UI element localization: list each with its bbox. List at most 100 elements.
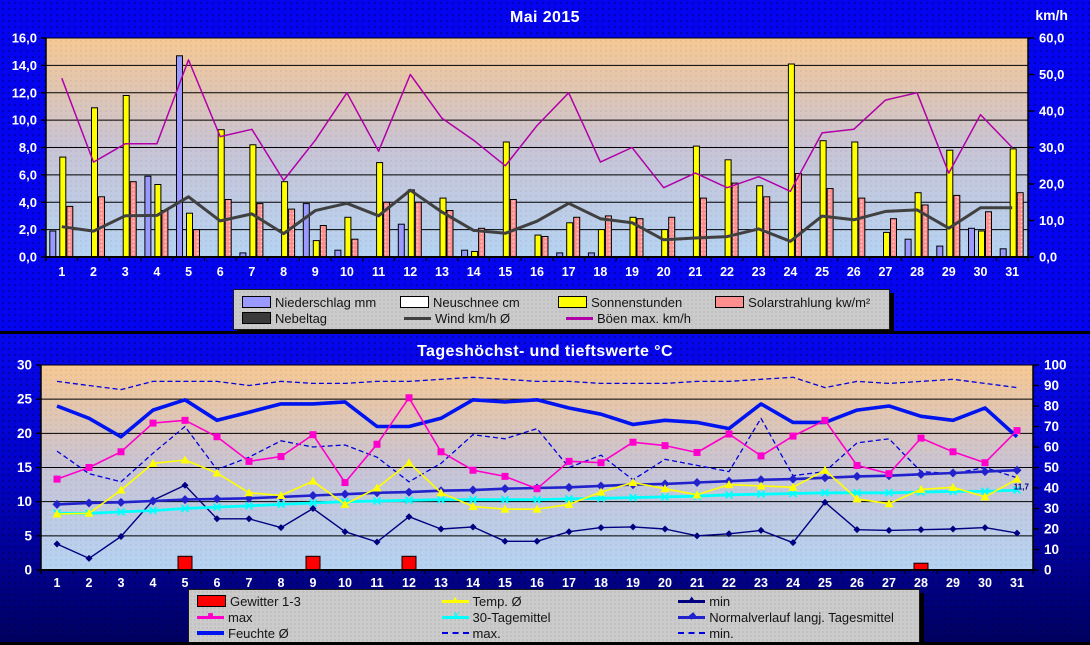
svg-text:4: 4: [153, 265, 160, 279]
svg-text:2,0: 2,0: [19, 222, 37, 237]
svg-text:30: 30: [978, 576, 992, 590]
legend-swatch-line: [404, 316, 431, 320]
svg-text:20,0: 20,0: [1039, 177, 1064, 192]
x-marker-icon: ✕: [450, 610, 460, 622]
svg-text:0,0: 0,0: [19, 250, 37, 265]
legend-item: ▲ Temp. Ø: [441, 594, 679, 609]
legend-item: min.: [678, 626, 911, 641]
legend-label: Solarstrahlung kw/m²: [748, 294, 871, 310]
legend-item: max.: [441, 626, 679, 641]
svg-text:5: 5: [182, 576, 189, 590]
legend-label: Nebeltag: [275, 310, 328, 326]
svg-text:3: 3: [118, 576, 125, 590]
svg-text:17: 17: [562, 265, 576, 279]
monthly-weather-panel: 16,0 14,0 12,0 10,0 8,0 6,0 4,0 2,0 0,0 60,0 50,0 4…: [0, 0, 1090, 331]
legend-swatch-line-marker: ♦: [678, 595, 706, 605]
svg-text:15: 15: [498, 576, 512, 590]
svg-text:10: 10: [338, 576, 352, 590]
svg-text:40: 40: [1044, 481, 1059, 496]
svg-text:25: 25: [17, 392, 33, 407]
svg-text:1: 1: [54, 576, 61, 590]
legend-label: Feuchte Ø: [228, 625, 289, 641]
svg-text:21: 21: [690, 576, 704, 590]
legend-swatch-thick-line: [197, 631, 224, 635]
top-chart-title: Mai 2015: [510, 9, 580, 26]
svg-text:10: 10: [1044, 542, 1059, 557]
svg-text:5: 5: [185, 265, 192, 279]
legend-item: ◆ Normalverlauf langj. Tagesmittel: [678, 610, 911, 625]
svg-text:19: 19: [625, 265, 639, 279]
svg-text:1: 1: [58, 265, 65, 279]
svg-text:8,0: 8,0: [19, 140, 37, 155]
svg-text:0,0: 0,0: [1039, 250, 1057, 265]
svg-text:7: 7: [246, 576, 253, 590]
svg-text:14: 14: [466, 576, 480, 590]
svg-text:80: 80: [1044, 399, 1059, 414]
svg-text:14,0: 14,0: [12, 58, 37, 73]
svg-text:27: 27: [882, 576, 896, 590]
svg-text:12: 12: [403, 265, 417, 279]
panel-separator: [0, 331, 1090, 334]
legend-swatch-box: [242, 312, 271, 324]
legend-label: Neuschnee cm: [433, 294, 520, 310]
legend-label: min.: [709, 625, 734, 641]
legend-label: min: [709, 593, 731, 609]
svg-text:30: 30: [17, 358, 32, 373]
svg-text:12,0: 12,0: [12, 85, 37, 100]
svg-text:9: 9: [312, 265, 319, 279]
triangle-marker-icon: ▲: [450, 594, 460, 606]
svg-text:28: 28: [914, 576, 928, 590]
svg-text:24: 24: [783, 265, 797, 279]
svg-text:18: 18: [594, 576, 608, 590]
legend-label: max: [228, 609, 253, 625]
top-chart-right-axis-unit: km/h: [1035, 7, 1068, 23]
svg-text:2: 2: [86, 576, 93, 590]
legend-label: Sonnenstunden: [591, 294, 683, 310]
svg-text:60: 60: [1044, 440, 1059, 455]
svg-text:14: 14: [467, 265, 481, 279]
svg-text:11: 11: [370, 576, 383, 590]
svg-text:25: 25: [815, 265, 829, 279]
legend-item: Gewitter 1-3: [197, 594, 442, 609]
svg-text:7: 7: [248, 265, 255, 279]
svg-text:30: 30: [1044, 501, 1059, 516]
svg-text:22: 22: [720, 265, 734, 279]
svg-text:12: 12: [402, 576, 416, 590]
svg-text:25: 25: [818, 576, 832, 590]
svg-text:26: 26: [850, 576, 864, 590]
svg-text:19: 19: [626, 576, 640, 590]
svg-text:11: 11: [372, 265, 385, 279]
svg-text:40,0: 40,0: [1039, 104, 1064, 119]
svg-text:6: 6: [217, 265, 224, 279]
svg-text:31: 31: [1010, 576, 1024, 590]
legend-swatch-dashed: [678, 632, 706, 634]
bottom-chart-title: Tageshöchst- und tieftswerte °C: [417, 343, 673, 360]
svg-text:24: 24: [786, 576, 800, 590]
legend-label: Normalverlauf langj. Tagesmittel: [709, 609, 894, 625]
legend-item: Nebeltag: [242, 311, 404, 326]
diamond-marker-icon: ◆: [687, 610, 696, 622]
svg-text:100: 100: [1044, 358, 1067, 373]
legend-item: ♦ min: [678, 594, 911, 609]
svg-text:16: 16: [530, 265, 544, 279]
legend-item: Böen max. km/h: [566, 311, 727, 326]
svg-text:8: 8: [278, 576, 285, 590]
svg-text:15: 15: [17, 460, 33, 475]
legend-swatch-line-marker: ✕: [441, 611, 469, 621]
svg-text:50,0: 50,0: [1039, 67, 1064, 82]
bottom-chart-legend: Gewitter 1-3 ▲ Temp. Ø ♦ min ■ max ✕ 30-Tagemitt…: [188, 589, 920, 645]
legend-item: Feuchte Ø: [197, 626, 442, 641]
svg-text:27: 27: [878, 265, 892, 279]
svg-text:3: 3: [122, 265, 129, 279]
svg-text:15: 15: [498, 265, 512, 279]
svg-text:2: 2: [90, 265, 97, 279]
legend-item: Sonnenstunden: [558, 295, 715, 310]
legend-label: Wind km/h Ø: [435, 310, 511, 326]
bottom-border: [0, 642, 1090, 645]
svg-text:20: 20: [657, 265, 671, 279]
legend-swatch-line-marker: ◆: [678, 611, 706, 621]
svg-text:10: 10: [17, 494, 32, 509]
legend-label: Niederschlag mm: [275, 294, 377, 310]
